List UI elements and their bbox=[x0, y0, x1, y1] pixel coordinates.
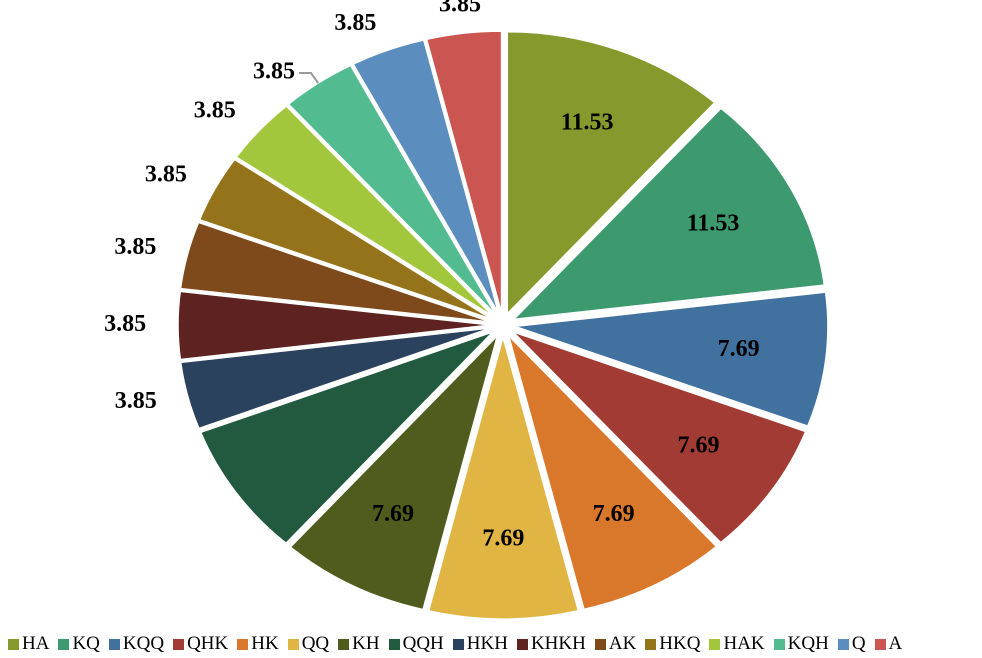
legend-label: HA bbox=[22, 633, 50, 654]
pie-slice-kh bbox=[289, 333, 499, 611]
leader-line-kqh bbox=[299, 72, 320, 84]
legend-label: Q bbox=[851, 633, 866, 654]
legend-label: HKH bbox=[466, 633, 508, 654]
data-label-qq: 7.69 bbox=[482, 526, 524, 552]
pie-slice-hak bbox=[235, 105, 495, 318]
legend-item-kq: KQ bbox=[58, 633, 100, 655]
legend-label: KQ bbox=[72, 633, 100, 654]
data-label-a: 3.85 bbox=[439, 0, 481, 17]
legend-item-qq: QQ bbox=[287, 633, 330, 655]
legend-swatch bbox=[58, 638, 70, 650]
legend-label: A bbox=[888, 633, 903, 654]
legend-item-a: A bbox=[874, 633, 903, 655]
legend-swatch bbox=[287, 638, 299, 650]
legend-swatch bbox=[173, 638, 185, 650]
legend-swatch bbox=[645, 638, 657, 650]
data-label-q: 3.85 bbox=[334, 10, 376, 36]
pie-slice-kq bbox=[511, 107, 826, 321]
legend-item-hak: HAK bbox=[709, 633, 765, 655]
data-label-hkq: 3.85 bbox=[145, 161, 187, 187]
legend-label: KQQ bbox=[122, 633, 165, 654]
legend-swatch bbox=[773, 638, 785, 650]
pie-slice-hkq bbox=[198, 158, 493, 321]
legend-label: KHKH bbox=[530, 633, 586, 654]
legend-item-qhk: QHK bbox=[173, 633, 228, 655]
pie-slice-qhk bbox=[512, 331, 807, 544]
legend-label: QQ bbox=[301, 633, 330, 654]
legend-swatch bbox=[874, 638, 886, 650]
legend-swatch bbox=[108, 638, 120, 650]
data-label-qhk: 7.69 bbox=[678, 432, 720, 458]
legend-label: HAK bbox=[723, 633, 765, 654]
legend-swatch bbox=[452, 638, 464, 650]
legend-item-hkq: HKQ bbox=[645, 633, 700, 655]
legend-label: KQH bbox=[787, 633, 829, 654]
legend-label: QHK bbox=[187, 633, 229, 654]
legend-swatch bbox=[516, 638, 528, 650]
legend-label: HK bbox=[251, 633, 279, 654]
legend-swatch bbox=[388, 638, 400, 650]
legend-item-hkh: HKH bbox=[452, 633, 508, 655]
legend-swatch bbox=[837, 638, 849, 650]
chart-legend: HA KQ KQQ QHK HK QQ KH QQH HKH KHKH AK HKQ HAK KQH Q A bbox=[8, 632, 982, 656]
legend-swatch bbox=[709, 638, 721, 650]
legend-item-qqh: QQH bbox=[388, 633, 444, 655]
legend-swatch bbox=[594, 638, 606, 650]
data-label-hak: 3.85 bbox=[194, 98, 236, 124]
legend-item-ha: HA bbox=[8, 633, 49, 655]
pie-slice-q bbox=[352, 39, 500, 315]
legend-swatch bbox=[8, 638, 19, 650]
legend-item-ak: AK bbox=[594, 633, 637, 655]
legend-item-kqh: KQH bbox=[773, 633, 829, 655]
data-label-kqh: 3.85 bbox=[253, 59, 295, 85]
data-label-kh: 7.69 bbox=[372, 501, 414, 527]
data-label-hkh: 3.85 bbox=[115, 388, 157, 414]
legend-item-q: Q bbox=[837, 633, 866, 655]
data-label-ha: 11.53 bbox=[561, 109, 614, 135]
pie-slice-ha bbox=[506, 31, 716, 316]
pie-chart: 11.53 11.53 7.69 7.69 7.69 7.69 7.69 3.85 3.85 3.… bbox=[104, 0, 829, 620]
legend-label: KH bbox=[352, 633, 380, 654]
legend-item-hk: HK bbox=[237, 633, 279, 655]
pie-slice-hkh bbox=[179, 327, 492, 430]
pie-slice-ak bbox=[179, 221, 492, 323]
legend-item-kh: KH bbox=[338, 633, 380, 655]
data-label-hk: 7.69 bbox=[593, 501, 635, 527]
pie-slice-qq bbox=[427, 334, 580, 620]
data-label-kq: 11.53 bbox=[687, 210, 740, 236]
data-label-khkh: 3.85 bbox=[104, 311, 146, 337]
pie-slice-kqh bbox=[287, 64, 497, 316]
data-label-kqq: 7.69 bbox=[718, 336, 760, 362]
legend-label: HKQ bbox=[659, 633, 701, 654]
legend-item-kqq: KQQ bbox=[108, 633, 165, 655]
pie-slice-hk bbox=[507, 333, 718, 611]
pie-slice-kqq bbox=[514, 291, 829, 428]
legend-item-khkh: KHKH bbox=[516, 633, 586, 655]
pie-slice-khkh bbox=[177, 290, 492, 361]
legend-swatch bbox=[237, 638, 249, 650]
legend-label: AK bbox=[608, 633, 637, 654]
pie-slice-qqh bbox=[199, 331, 494, 545]
legend-swatch bbox=[338, 638, 350, 650]
data-label-ak: 3.85 bbox=[114, 234, 156, 260]
legend-label: QQH bbox=[402, 633, 444, 654]
pie-slice-a bbox=[425, 30, 503, 314]
